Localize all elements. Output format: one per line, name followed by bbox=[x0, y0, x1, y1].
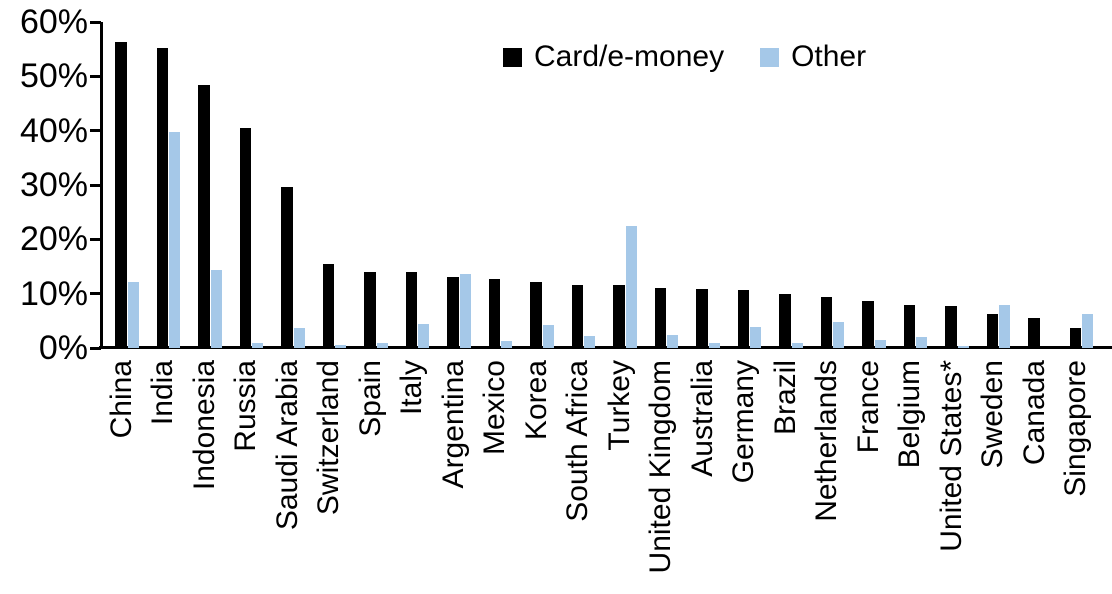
y-tick-label: 0% bbox=[38, 329, 88, 367]
x-axis-line bbox=[99, 346, 1112, 349]
bar-card-e-money-canada bbox=[1028, 317, 1040, 348]
bar-other-korea bbox=[542, 325, 554, 348]
bar-other-italy bbox=[418, 324, 429, 348]
category-label-australia: Australia bbox=[685, 360, 719, 477]
bar-card-e-money-italy bbox=[405, 271, 417, 348]
y-tick-mark bbox=[90, 20, 101, 24]
bar-card-e-money-korea bbox=[530, 281, 542, 348]
category-label-united-states-: United States* bbox=[934, 360, 968, 552]
category-label-indonesia: Indonesia bbox=[187, 360, 221, 491]
bar-card-e-money-china bbox=[115, 41, 127, 348]
chart-legend: Card/e-money Other bbox=[503, 42, 866, 72]
bar-card-e-money-germany bbox=[737, 290, 749, 348]
y-tick-label: 60% bbox=[19, 3, 88, 41]
category-label-switzerland: Switzerland bbox=[312, 360, 345, 516]
bar-card-e-money-netherlands bbox=[820, 297, 832, 348]
category-label-spain: Spain bbox=[353, 360, 387, 437]
category-label-china: China bbox=[104, 360, 138, 439]
category-label-korea: Korea bbox=[519, 360, 553, 441]
legend-label-other: Other bbox=[791, 40, 867, 73]
bar-card-e-money-argentina bbox=[447, 276, 459, 348]
category-label-mexico: Mexico bbox=[478, 360, 511, 456]
bar-card-e-money-mexico bbox=[488, 278, 500, 348]
bar-other-spain bbox=[376, 343, 388, 348]
category-label-sweden: Sweden bbox=[976, 360, 1009, 469]
bar-other-united-states- bbox=[957, 346, 969, 348]
bar-other-india bbox=[169, 132, 180, 348]
y-tick-mark bbox=[90, 183, 101, 187]
y-tick-mark bbox=[90, 74, 101, 78]
category-label-france: France bbox=[851, 360, 885, 454]
category-label-argentina: Argentina bbox=[436, 360, 470, 489]
y-axis-line bbox=[100, 22, 103, 349]
bar-card-e-money-russia bbox=[239, 128, 251, 348]
bar-other-belgium bbox=[916, 337, 927, 348]
legend-item-other: Other bbox=[760, 42, 866, 72]
legend-item-card-e-money: Card/e-money bbox=[503, 42, 724, 72]
bar-card-e-money-turkey bbox=[613, 284, 625, 348]
bar-other-mexico bbox=[501, 341, 512, 348]
category-label-brazil: Brazil bbox=[768, 360, 802, 436]
other-swatch-icon bbox=[760, 47, 780, 67]
bar-other-germany bbox=[750, 326, 761, 348]
bar-card-e-money-indonesia bbox=[198, 85, 210, 348]
category-label-italy: Italy bbox=[395, 360, 428, 416]
bar-other-china bbox=[127, 281, 139, 348]
y-tick-label: 40% bbox=[19, 111, 88, 150]
y-tick-label: 50% bbox=[19, 57, 88, 96]
bar-card-e-money-united-kingdom bbox=[654, 288, 666, 348]
bar-card-e-money-belgium bbox=[903, 304, 915, 348]
y-tick-label: 10% bbox=[19, 274, 88, 313]
bar-other-indonesia bbox=[210, 269, 222, 348]
category-label-canada: Canada bbox=[1017, 360, 1051, 466]
bar-card-e-money-united-states- bbox=[945, 306, 957, 348]
legend-label-card-e-money: Card/e-money bbox=[534, 40, 725, 73]
bar-other-switzerland bbox=[335, 344, 346, 348]
bar-card-e-money-south-africa bbox=[571, 284, 583, 348]
category-label-india: India bbox=[146, 360, 179, 426]
category-label-belgium: Belgium bbox=[893, 360, 926, 469]
category-label-germany: Germany bbox=[727, 360, 760, 484]
bar-card-e-money-india bbox=[156, 48, 168, 348]
bar-other-united-kingdom bbox=[667, 334, 678, 348]
bar-card-e-money-saudi-arabia bbox=[281, 187, 293, 348]
category-label-russia: Russia bbox=[229, 360, 262, 452]
bar-other-turkey bbox=[625, 225, 637, 348]
bar-other-singapore bbox=[1082, 313, 1093, 348]
bar-other-sweden bbox=[999, 305, 1010, 348]
category-label-saudi-arabia: Saudi Arabia bbox=[270, 360, 304, 531]
y-tick-mark bbox=[90, 346, 101, 350]
bar-other-south-africa bbox=[584, 335, 595, 348]
card-e-money-swatch-icon bbox=[503, 47, 522, 67]
bar-other-brazil bbox=[791, 342, 803, 348]
bar-other-netherlands bbox=[833, 321, 844, 348]
bar-card-e-money-singapore bbox=[1069, 328, 1081, 348]
y-tick-mark bbox=[90, 129, 101, 133]
bar-other-france bbox=[874, 339, 886, 348]
bar-other-australia bbox=[708, 342, 720, 348]
y-tick-mark bbox=[90, 237, 101, 241]
category-label-singapore: Singapore bbox=[1059, 360, 1092, 497]
bar-card-e-money-sweden bbox=[986, 314, 998, 348]
bar-card-e-money-brazil bbox=[779, 294, 791, 348]
y-tick-label: 20% bbox=[19, 220, 88, 259]
bar-other-argentina bbox=[459, 273, 471, 348]
bar-card-e-money-switzerland bbox=[322, 263, 334, 348]
bar-card-e-money-spain bbox=[364, 271, 376, 348]
bar-other-saudi-arabia bbox=[293, 328, 305, 348]
category-label-south-africa: South Africa bbox=[561, 360, 594, 522]
category-label-turkey: Turkey bbox=[602, 360, 636, 451]
y-tick-mark bbox=[90, 292, 101, 296]
bar-other-russia bbox=[252, 343, 263, 348]
category-label-united-kingdom: United Kingdom bbox=[644, 360, 677, 574]
y-tick-label: 30% bbox=[19, 166, 88, 204]
bar-card-e-money-australia bbox=[696, 288, 708, 348]
bar-card-e-money-france bbox=[862, 300, 874, 348]
category-label-netherlands: Netherlands bbox=[810, 360, 843, 522]
